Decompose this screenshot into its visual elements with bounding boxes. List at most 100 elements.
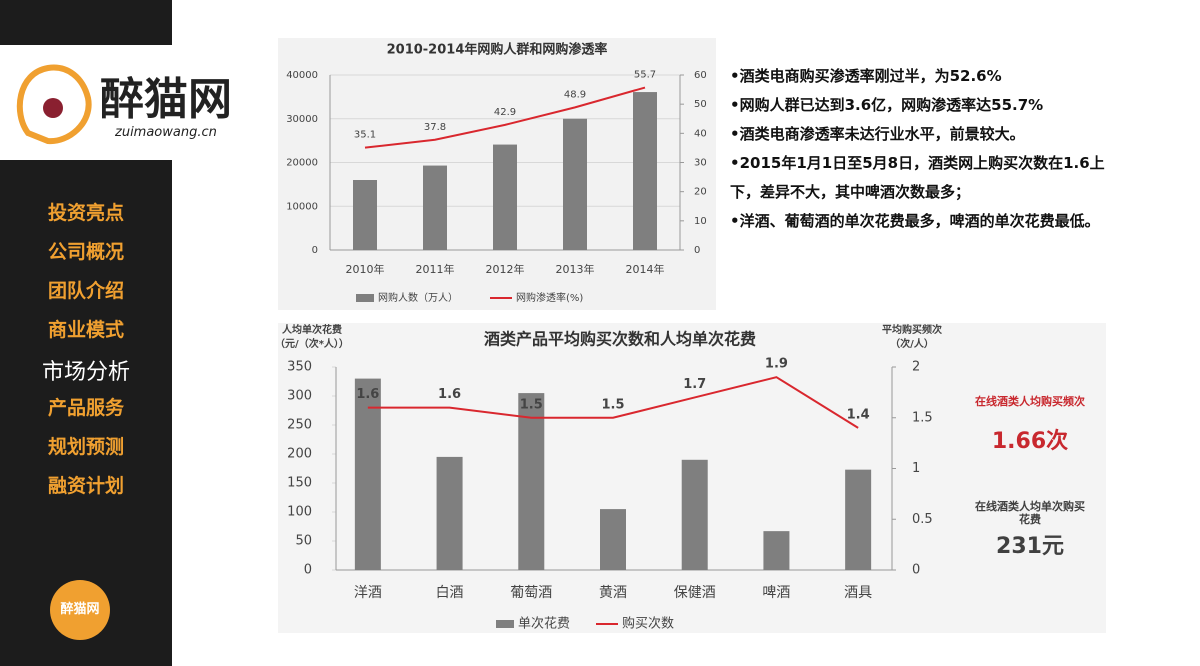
menu-item[interactable]: 市场分析	[41, 360, 130, 385]
y-tick-label: 40000	[286, 70, 318, 81]
y-tick-label: 20000	[286, 158, 318, 169]
bullet: •酒类电商渗透率未达行业水平，前景较大。	[730, 125, 1025, 143]
x-tick-label: 2010年	[346, 262, 385, 276]
bar	[681, 459, 708, 570]
logo-url: zuimaowang.cn	[115, 125, 217, 140]
data-label: 1.4	[847, 407, 870, 422]
stat-label: 在线酒类人均购买频次	[975, 395, 1085, 408]
menu-item[interactable]: 投资亮点	[47, 202, 124, 224]
bullet: •酒类电商购买渗透率刚过半，为52.6%	[730, 67, 1002, 85]
y-tick-label: 0	[304, 563, 312, 578]
legend-label: 网购人数（万人）	[378, 291, 458, 304]
stat-value: 1.66次	[991, 429, 1069, 454]
y-axis-label: 人均单次花费	[282, 323, 342, 336]
y2-tick-label: 2	[912, 360, 920, 375]
badge[interactable]: 醉猫网	[50, 580, 110, 640]
y-tick-label: 150	[287, 476, 312, 491]
data-label: 1.5	[520, 397, 543, 412]
y2-tick-label: 20	[694, 187, 707, 198]
stat-label: 在线酒类人均单次购买花费	[975, 500, 1085, 526]
y2-tick-label: 0	[912, 563, 920, 578]
y2-tick-label: 60	[694, 70, 707, 81]
x-tick-label: 2013年	[556, 262, 595, 276]
x-tick-label: 葡萄酒	[510, 585, 552, 601]
data-label: 35.1	[354, 130, 376, 141]
x-tick-label: 白酒	[436, 585, 464, 601]
y2-tick-label: 0.5	[912, 512, 933, 527]
y-axis-label: （元/（次*人））	[275, 337, 349, 350]
y2-tick-label: 1	[912, 461, 920, 476]
y-tick-label: 0	[312, 245, 318, 256]
data-label: 1.7	[683, 377, 706, 392]
data-label: 1.5	[601, 397, 624, 412]
bar	[763, 531, 790, 570]
menu-item[interactable]: 产品服务	[47, 397, 124, 419]
legend-swatch	[356, 294, 374, 302]
data-label: 42.9	[494, 107, 516, 118]
legend-label: 购买次数	[622, 616, 674, 632]
bar	[563, 118, 587, 250]
bar	[518, 393, 545, 570]
logo-text: 醉猫网	[100, 74, 232, 125]
line	[364, 86, 646, 149]
legend-label: 单次花费	[518, 616, 570, 632]
x-tick-label: 2011年	[416, 262, 455, 276]
y-tick-label: 200	[287, 447, 312, 462]
bar	[423, 165, 447, 250]
y2-axis-label: 平均购买频次	[882, 323, 942, 336]
bar	[493, 144, 517, 250]
stat-value: 231元	[996, 534, 1064, 559]
y-tick-label: 100	[287, 505, 312, 520]
y2-tick-label: 10	[694, 216, 707, 227]
legend-label: 网购渗透率(%)	[516, 291, 583, 304]
data-label: 48.9	[564, 89, 586, 100]
y-tick-label: 10000	[286, 201, 318, 212]
data-label: 1.6	[356, 387, 379, 402]
legend-swatch	[496, 620, 514, 628]
menu-item[interactable]: 规划预测	[47, 436, 124, 458]
y-tick-label: 350	[287, 360, 312, 375]
x-tick-label: 2014年	[626, 262, 665, 276]
y-tick-label: 300	[287, 389, 312, 404]
x-tick-label: 保健酒	[674, 585, 716, 601]
x-tick-label: 2012年	[486, 262, 525, 276]
menu-item[interactable]: 公司概况	[47, 241, 124, 263]
menu-item[interactable]: 融资计划	[47, 475, 124, 497]
chart-title: 2010-2014年网购人群和网购渗透率	[387, 42, 608, 58]
bar	[600, 509, 626, 570]
logo-icon	[16, 64, 92, 145]
y2-tick-label: 30	[694, 158, 707, 169]
y-tick-label: 250	[287, 418, 312, 433]
bar	[436, 456, 463, 570]
data-label: 37.8	[424, 122, 446, 133]
data-label: 1.6	[438, 387, 461, 402]
bullet: •洋酒、葡萄酒的单次花费最多，啤酒的单次花费最低。	[730, 212, 1100, 230]
bar	[354, 378, 381, 570]
x-tick-label: 黄酒	[599, 584, 627, 601]
menu-item[interactable]: 团队介绍	[47, 280, 124, 302]
data-label: 55.7	[634, 70, 656, 81]
bar	[845, 469, 872, 570]
y-tick-label: 50	[295, 534, 312, 549]
x-tick-label: 酒具	[844, 585, 872, 601]
bullets: •酒类电商购买渗透率刚过半，为52.6% •网购人群已达到3.6亿，网购渗透率达5…	[730, 62, 1115, 236]
bullet: •2015年1月1日至5月8日，酒类网上购买次数在1.6上下，差异不大，其中啤酒…	[730, 154, 1105, 201]
menu-item[interactable]: 商业模式	[47, 319, 124, 341]
line	[367, 376, 859, 429]
chart-title: 酒类产品平均购买次数和人均单次花费	[484, 330, 756, 349]
y2-tick-label: 0	[694, 245, 700, 256]
y2-tick-label: 40	[694, 128, 707, 139]
y2-tick-label: 1.5	[912, 410, 933, 425]
logo: 醉猫网 zuimaowang.cn	[0, 45, 250, 160]
bar	[633, 92, 657, 250]
x-tick-label: 洋酒	[354, 585, 382, 601]
x-tick-label: 啤酒	[762, 585, 790, 601]
y2-axis-label: （次/人）	[890, 337, 934, 350]
data-label: 1.9	[765, 357, 788, 372]
y2-tick-label: 50	[694, 99, 707, 110]
bar	[353, 180, 377, 250]
y-tick-label: 30000	[286, 114, 318, 125]
bullet: •网购人群已达到3.6亿，网购渗透率达55.7%	[730, 96, 1044, 114]
